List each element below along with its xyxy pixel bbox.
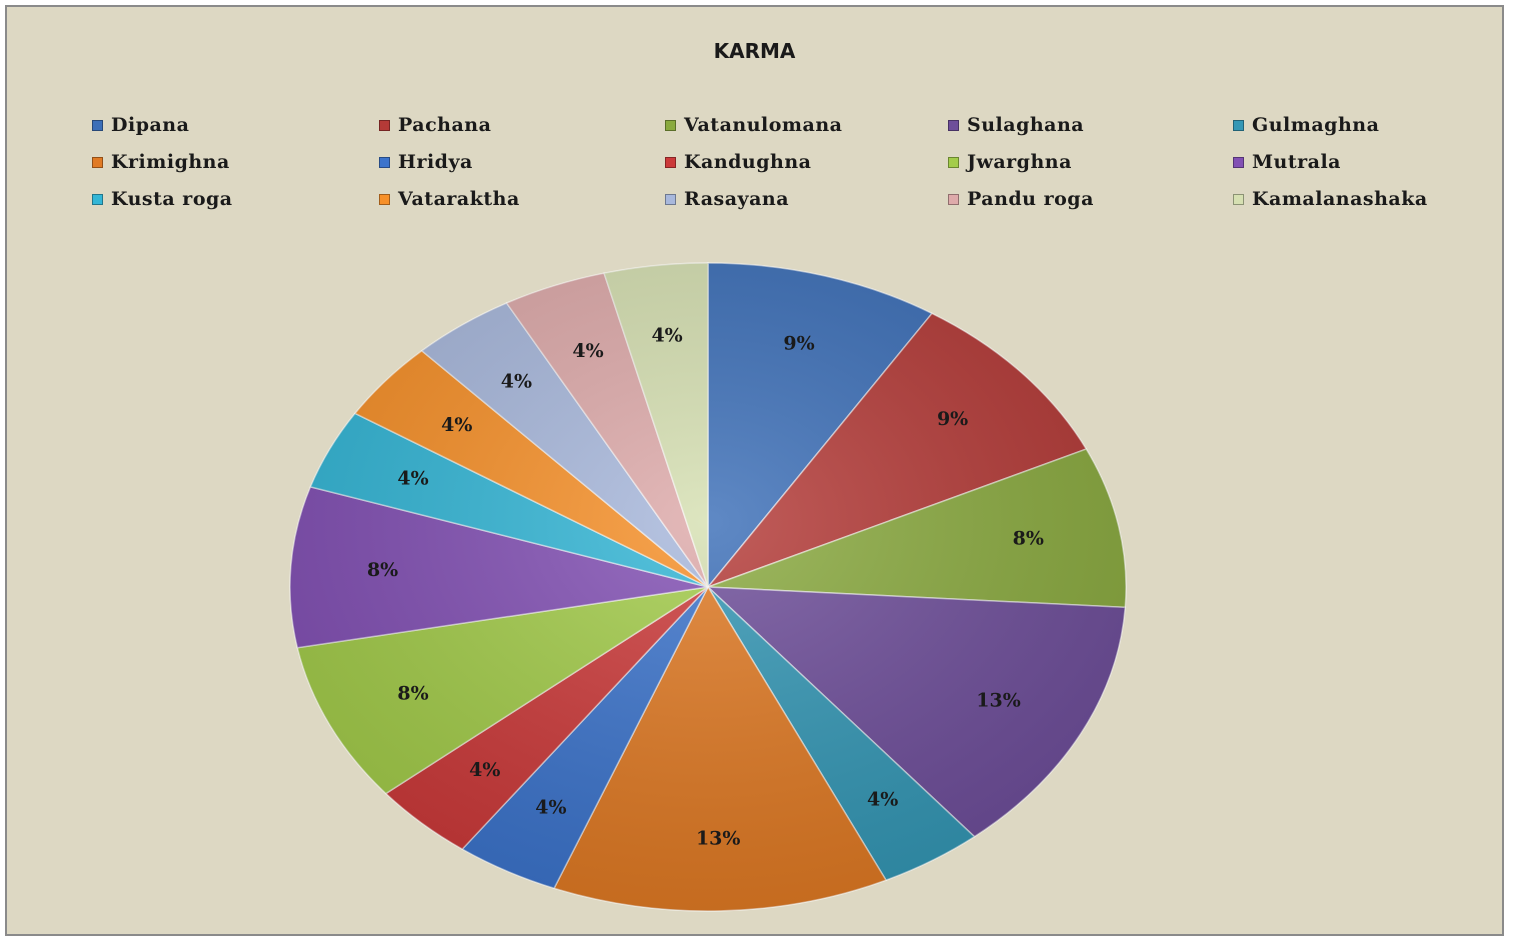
legend-label: Vataraktha xyxy=(398,188,520,210)
legend-label: Pandu roga xyxy=(967,188,1094,210)
slice-label: 4% xyxy=(441,414,472,436)
legend-swatch xyxy=(92,119,103,131)
slice-label: 9% xyxy=(937,408,968,430)
legend-swatch xyxy=(948,193,959,205)
legend-label: Sulaghana xyxy=(967,114,1085,136)
legend-label: Mutrala xyxy=(1252,151,1341,173)
slice-label: 4% xyxy=(651,324,682,346)
legend-item: Gulmaghna xyxy=(1233,113,1379,137)
legend-swatch xyxy=(92,156,103,168)
legend: Dipana Pachana Vatanulomana Sulaghana Gulmag… xyxy=(7,7,1502,227)
legend-label: Kamalanashaka xyxy=(1252,188,1428,210)
slice-label: 8% xyxy=(397,683,428,705)
slice-label: 13% xyxy=(976,690,1021,712)
legend-item: Hridya xyxy=(379,150,473,174)
legend-label: Gulmaghna xyxy=(1252,114,1380,136)
legend-label: Kandughna xyxy=(684,151,812,173)
legend-item: Kamalanashaka xyxy=(1233,187,1428,211)
legend-swatch xyxy=(379,193,390,205)
legend-item: Pandu roga xyxy=(948,187,1094,211)
legend-item: Vataraktha xyxy=(379,187,520,211)
legend-label: Krimighna xyxy=(111,151,230,173)
legend-swatch xyxy=(665,193,676,205)
chart-title: KARMA xyxy=(713,39,796,63)
legend-item: Krimighna xyxy=(92,150,230,174)
legend-label: Pachana xyxy=(398,114,492,136)
legend-item: Mutrala xyxy=(1233,150,1341,174)
legend-item: Rasayana xyxy=(665,187,789,211)
slice-label: 4% xyxy=(867,788,898,810)
legend-item: Jwarghna xyxy=(948,150,1072,174)
legend-label: Kusta roga xyxy=(111,188,233,210)
legend-swatch xyxy=(1233,156,1244,168)
slice-label: 8% xyxy=(367,559,398,581)
pie-chart: 9% 9% 8% 13% 4% 13% 4% 4% 8% 8% 4% 4% 4% 4% 4% xyxy=(289,262,1127,912)
legend-item: Kandughna xyxy=(665,150,811,174)
slice-label: 8% xyxy=(1013,528,1044,550)
legend-swatch xyxy=(665,156,676,168)
legend-swatch xyxy=(665,119,676,131)
legend-swatch xyxy=(379,156,390,168)
legend-item: Dipana xyxy=(92,113,189,137)
slice-label: 4% xyxy=(469,759,500,781)
legend-swatch xyxy=(92,193,103,205)
slice-label: 13% xyxy=(696,828,741,850)
legend-label: Rasayana xyxy=(684,188,790,210)
legend-item: Sulaghana xyxy=(948,113,1084,137)
slice-label: 4% xyxy=(501,371,532,393)
legend-label: Hridya xyxy=(398,151,473,173)
legend-item: Pachana xyxy=(379,113,491,137)
legend-swatch xyxy=(948,119,959,131)
legend-label: Jwarghna xyxy=(967,151,1072,173)
legend-item: Kusta roga xyxy=(92,187,233,211)
slice-label: 9% xyxy=(783,332,814,354)
legend-item: Vatanulomana xyxy=(665,113,842,137)
legend-swatch xyxy=(948,156,959,168)
slice-label: 4% xyxy=(535,797,566,819)
slice-label: 4% xyxy=(397,467,428,489)
legend-swatch xyxy=(1233,119,1244,131)
legend-swatch xyxy=(1233,193,1244,205)
chart-frame: KARMA Dipana Pachana Vatanulomana Sulaghana… xyxy=(5,5,1504,936)
legend-label: Dipana xyxy=(111,114,190,136)
legend-label: Vatanulomana xyxy=(684,114,843,136)
legend-swatch xyxy=(379,119,390,131)
slice-label: 4% xyxy=(572,340,603,362)
